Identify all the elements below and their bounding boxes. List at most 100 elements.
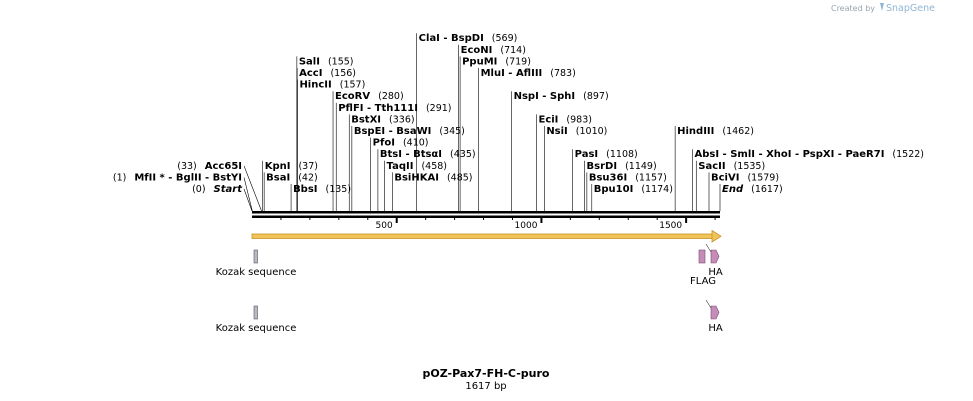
ha-tag-arrow (710, 305, 720, 320)
site-pfoi[interactable]: PfoI (410) (373, 138, 429, 149)
site-name-part: MluI (481, 68, 505, 79)
snapgene-logo-icon (880, 3, 884, 11)
site-bsu36i[interactable]: Bsu36I (1157) (589, 172, 667, 183)
site-hincii[interactable]: HincII (157) (299, 80, 365, 91)
site-position: (1174) (641, 184, 673, 195)
site-position: (1157) (635, 172, 667, 183)
site-taqii[interactable]: TaqII (458) (387, 161, 447, 172)
site-name-part: KpnI (265, 161, 291, 172)
site-name-part: Bpu10I (594, 184, 634, 195)
site-econi[interactable]: EcoNI (714) (461, 45, 526, 56)
site-nspi[interactable]: NspI - SphI (897) (514, 91, 609, 102)
site-bcivi[interactable]: BciVI (1579) (711, 172, 779, 183)
ruler-minor-tick (598, 218, 600, 220)
ruler-minor-tick (338, 218, 340, 220)
site-start[interactable]: Start (0) (192, 184, 243, 195)
site-position: (1522) (892, 149, 924, 160)
site-btsi[interactable]: BtsI - BtsαI (435) (380, 149, 476, 160)
site-name-part: BsaI (266, 172, 290, 183)
site-position: (156) (330, 68, 356, 79)
site-line (243, 177, 253, 212)
site-name-part: PfoI (373, 138, 395, 149)
site-absi[interactable]: AbsI - SmlI - XhoI - PspXI - PaeR7I (1522… (695, 149, 925, 160)
ruler-minor-tick (714, 218, 716, 220)
site-hindiii[interactable]: HindIII (1462) (677, 126, 754, 137)
site-sali[interactable]: SalI (155) (299, 56, 354, 67)
site-bsihkai[interactable]: BsiHKAI (485) (394, 172, 472, 183)
site-name-part: - BspDI (440, 33, 484, 44)
site-bpu10i[interactable]: Bpu10I (1174) (594, 184, 673, 195)
site-acc65i[interactable]: Acc65I (33) (177, 161, 242, 172)
site-bsai[interactable]: BsaI (42) (266, 172, 318, 183)
site-name-part: PpuMI (462, 56, 497, 67)
kozak-box (253, 305, 258, 320)
site-name: PasI (575, 149, 598, 160)
site-mlui-bglii[interactable]: MfII * - BglII - BstYI (1) (113, 172, 242, 183)
site-sacii[interactable]: SacII (1535) (698, 161, 765, 172)
site-name: HincII (299, 80, 331, 91)
site-nsii[interactable]: NsiI (1010) (546, 126, 607, 137)
orf-arrow[interactable] (251, 229, 722, 243)
site-name-part: Bsu36I (589, 172, 627, 183)
site-bsrdi[interactable]: BsrDI (1149) (587, 161, 657, 172)
site-ecorv[interactable]: EcoRV (280) (335, 91, 404, 102)
site-position: (983) (566, 114, 592, 125)
site-name: TaqII (387, 161, 414, 172)
site-kpni[interactable]: KpnI (37) (265, 161, 318, 172)
feature-ha1[interactable]: HA (705, 243, 723, 278)
site-pflfi[interactable]: PflFI - Tth111I (291) (338, 103, 451, 114)
site-bspei[interactable]: BspEI - BsaWI (345) (354, 126, 465, 137)
site-position: (1) (113, 172, 126, 183)
site-name: MluI - AflIII (481, 68, 543, 79)
site-name-part: ClaI (419, 33, 440, 44)
site-name: BsaI (266, 172, 290, 183)
feature-kozak2[interactable]: Kozak sequence (216, 305, 297, 334)
site-position: (37) (298, 161, 318, 172)
feature-label: FLAG (690, 276, 716, 287)
site-name: NsiI (546, 126, 567, 137)
site-ppumi[interactable]: PpuMI (719) (462, 56, 531, 67)
ruler-minor-tick (309, 218, 311, 220)
feature-label: HA (708, 267, 723, 278)
site-name: NspI - SphI (514, 91, 576, 102)
credit-brand: SnapGene (886, 3, 935, 14)
flag-tag-box (698, 249, 706, 264)
site-name: Acc65I (205, 161, 242, 172)
ruler-minor-tick (627, 218, 629, 220)
site-name-part: PflFI (338, 103, 363, 114)
site-name: SacII (698, 161, 725, 172)
site-name: ClaI - BspDI (419, 33, 484, 44)
ruler-minor-tick (656, 218, 658, 220)
site-ecii[interactable]: EciI (983) (539, 114, 592, 125)
site-line (243, 165, 262, 212)
site-lines (243, 33, 721, 212)
backbone-bottom-strand (252, 215, 720, 218)
site-acci[interactable]: AccI (156) (299, 68, 356, 79)
site-name: Bsu36I (589, 172, 627, 183)
site-end[interactable]: End (1617) (722, 184, 783, 195)
ruler-tick-label: 1500 (659, 221, 682, 231)
ruler-tick (685, 218, 688, 223)
site-pasi[interactable]: PasI (1108) (575, 149, 638, 160)
ruler-minor-tick (483, 218, 485, 220)
site-name-part: - PaeR7I (834, 149, 884, 160)
site-name: Bpu10I (594, 184, 634, 195)
feature-kozak1[interactable]: Kozak sequence (216, 249, 297, 278)
site-bstxi[interactable]: BstXI (336) (351, 114, 414, 125)
site-position: (410) (403, 138, 429, 149)
site-position: (280) (378, 91, 404, 102)
site-name: SalI (299, 56, 320, 67)
site-clai[interactable]: ClaI - BspDI (569) (419, 33, 518, 44)
site-bbsi[interactable]: BbsI (135) (293, 184, 351, 195)
site-name-part: NsiI (546, 126, 567, 137)
site-name-part: BsrDI (587, 161, 618, 172)
feature-ha2[interactable]: HA (705, 299, 723, 334)
site-name: BsrDI (587, 161, 618, 172)
site-position: (157) (340, 80, 366, 91)
site-name: BbsI (293, 184, 317, 195)
site-mlui[interactable]: MluI - AflIII (783) (481, 68, 576, 79)
site-position: (336) (389, 114, 415, 125)
site-name-part: AbsI (695, 149, 720, 160)
feature-flag[interactable]: FLAG (690, 249, 716, 287)
